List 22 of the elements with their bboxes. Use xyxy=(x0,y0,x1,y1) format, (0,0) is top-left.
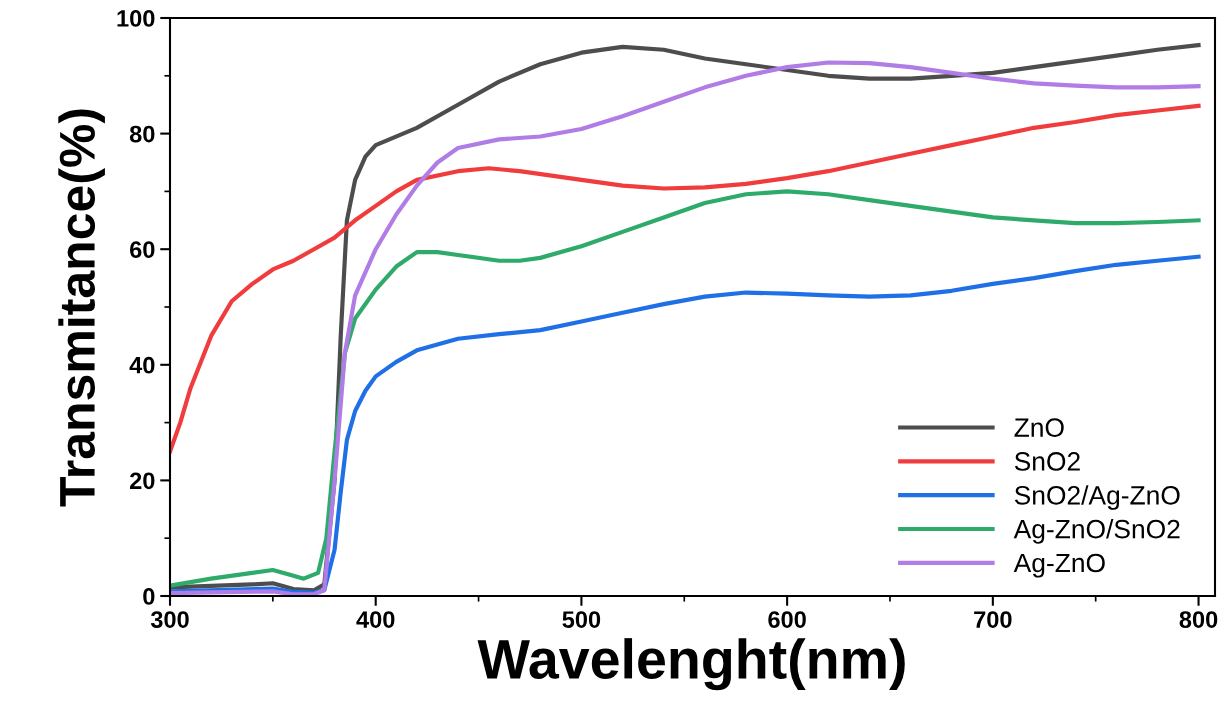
x-tick-label: 600 xyxy=(768,611,806,628)
legend-label: Ag-ZnO xyxy=(1013,553,1105,578)
legend-label: SnO2 xyxy=(1014,452,1080,471)
line-series xyxy=(170,254,1201,595)
x-tick-label: 800 xyxy=(1179,611,1218,628)
x-tick-label: 700 xyxy=(974,611,1012,628)
y-tick-label: 60 xyxy=(130,241,155,258)
legend-label: ZnO xyxy=(1014,418,1064,437)
y-tick-label: 20 xyxy=(129,472,155,490)
legend-label: SnO2/Ag-ZnO xyxy=(1014,485,1180,510)
y-axis-title: Transmitance(%) xyxy=(58,109,105,507)
y-tick-label: 100 xyxy=(117,10,155,27)
x-tick-label: 400 xyxy=(356,611,395,628)
x-axis-title: Wavelenght(nm) xyxy=(477,638,905,691)
line-series xyxy=(170,189,1201,588)
y-tick-label: 0 xyxy=(143,588,155,605)
y-tick-label: 80 xyxy=(129,125,155,143)
y-tick-label: 40 xyxy=(129,356,155,374)
x-tick-label: 300 xyxy=(150,611,189,628)
line-series xyxy=(170,103,1201,454)
legend-label: Ag-ZnO/SnO2 xyxy=(1013,519,1180,544)
x-tick-label: 500 xyxy=(562,611,601,628)
